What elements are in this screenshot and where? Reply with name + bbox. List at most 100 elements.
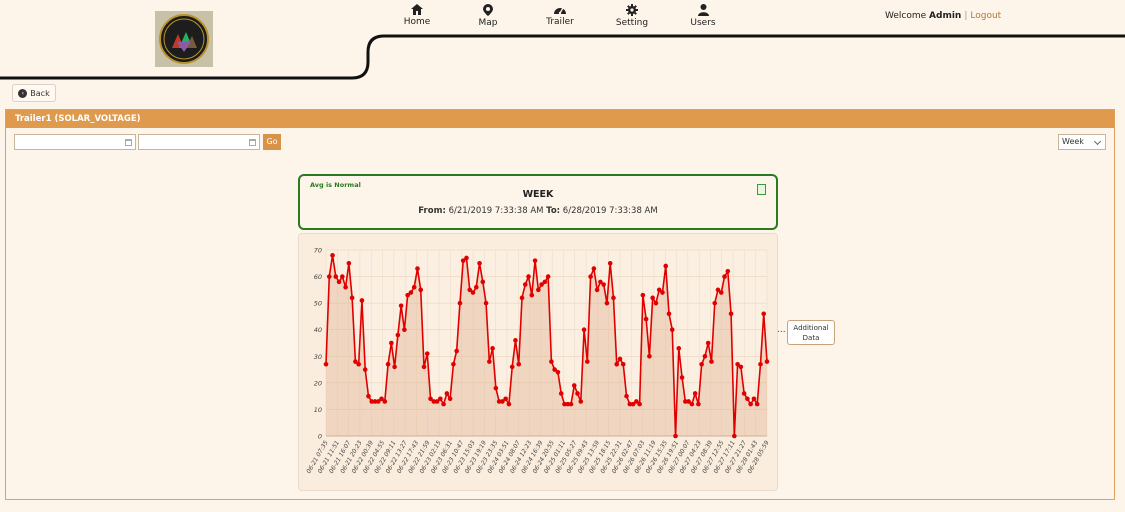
data-point[interactable] (718, 290, 724, 295)
data-point[interactable] (470, 290, 476, 295)
data-point[interactable] (581, 327, 587, 333)
data-point[interactable] (500, 399, 505, 404)
data-point[interactable] (562, 401, 567, 407)
data-point[interactable] (428, 396, 433, 402)
data-point[interactable] (624, 393, 629, 399)
data-point[interactable] (601, 282, 606, 287)
data-point[interactable] (431, 399, 437, 404)
data-point[interactable] (326, 274, 332, 279)
data-point[interactable] (457, 300, 463, 306)
data-point[interactable] (647, 353, 652, 359)
nav-trailer[interactable]: Trailer (535, 4, 585, 27)
data-point[interactable] (536, 287, 541, 293)
data-point[interactable] (516, 361, 522, 367)
data-point[interactable] (669, 327, 675, 333)
data-point[interactable] (679, 375, 685, 380)
data-point[interactable] (643, 316, 649, 322)
data-point[interactable] (709, 359, 714, 364)
data-point[interactable] (705, 340, 711, 346)
data-point[interactable] (751, 396, 757, 402)
data-point[interactable] (758, 361, 763, 367)
data-point[interactable] (375, 399, 381, 404)
data-point[interactable] (402, 327, 407, 333)
data-point[interactable] (555, 369, 561, 375)
data-point[interactable] (340, 274, 345, 279)
data-point[interactable] (607, 260, 613, 266)
data-point[interactable] (617, 356, 623, 362)
data-point[interactable] (575, 391, 580, 396)
data-point[interactable] (496, 399, 502, 404)
data-point[interactable] (395, 332, 401, 338)
data-point[interactable] (389, 340, 394, 346)
data-point[interactable] (627, 401, 633, 407)
data-point[interactable] (598, 279, 603, 285)
end-date-input[interactable] (138, 134, 260, 150)
data-point[interactable] (594, 287, 600, 293)
data-point[interactable] (611, 295, 616, 301)
data-point[interactable] (473, 284, 479, 290)
data-point[interactable] (663, 263, 669, 269)
back-button[interactable]: ‹ Back (12, 84, 56, 102)
data-point[interactable] (434, 399, 440, 404)
data-point[interactable] (333, 274, 339, 279)
data-point[interactable] (356, 361, 361, 367)
data-point[interactable] (539, 282, 544, 287)
data-point[interactable] (415, 266, 420, 271)
data-point[interactable] (490, 346, 495, 351)
data-point[interactable] (732, 433, 737, 439)
data-point[interactable] (447, 396, 453, 402)
data-point[interactable] (418, 287, 424, 293)
excel-export-icon[interactable] (757, 184, 766, 195)
data-point[interactable] (558, 391, 564, 396)
data-point[interactable] (509, 364, 515, 370)
data-point[interactable] (585, 359, 590, 364)
data-point[interactable] (343, 284, 348, 290)
data-point[interactable] (588, 274, 593, 279)
data-point[interactable] (630, 401, 636, 407)
data-point[interactable] (398, 303, 404, 309)
data-point[interactable] (715, 287, 721, 293)
data-point[interactable] (487, 359, 492, 364)
nav-home[interactable]: Home (392, 4, 442, 27)
data-point[interactable] (702, 353, 708, 359)
data-point[interactable] (637, 401, 642, 407)
data-point[interactable] (673, 433, 678, 439)
data-point[interactable] (372, 399, 378, 404)
data-point[interactable] (614, 361, 620, 367)
nav-users[interactable]: Users (678, 4, 728, 28)
data-point[interactable] (728, 311, 734, 317)
nav-map[interactable]: Map (463, 4, 513, 28)
data-point[interactable] (513, 338, 518, 343)
data-point[interactable] (676, 346, 682, 351)
data-point[interactable] (506, 401, 512, 407)
start-date-input[interactable] (14, 134, 136, 150)
data-point[interactable] (379, 396, 384, 402)
data-point[interactable] (686, 399, 691, 404)
data-point[interactable] (385, 361, 391, 367)
data-point[interactable] (405, 292, 410, 298)
data-point[interactable] (493, 385, 499, 391)
data-point[interactable] (552, 367, 557, 372)
data-point[interactable] (745, 396, 750, 402)
data-point[interactable] (620, 361, 626, 367)
data-point[interactable] (532, 258, 538, 263)
data-point[interactable] (408, 290, 414, 295)
data-point[interactable] (725, 268, 731, 274)
data-point[interactable] (565, 401, 571, 407)
data-point[interactable] (441, 401, 446, 407)
data-point[interactable] (362, 367, 368, 372)
data-point[interactable] (438, 396, 443, 402)
data-point[interactable] (460, 258, 466, 263)
data-point[interactable] (656, 287, 662, 293)
data-point[interactable] (640, 292, 646, 298)
data-point[interactable] (477, 260, 482, 266)
data-point[interactable] (519, 295, 525, 301)
data-point[interactable] (542, 279, 548, 285)
data-point[interactable] (366, 393, 371, 399)
logout-link[interactable]: Logout (970, 11, 1002, 21)
data-point[interactable] (421, 364, 427, 370)
data-point[interactable] (522, 282, 528, 287)
data-point[interactable] (349, 295, 355, 301)
data-point[interactable] (699, 361, 704, 367)
calendar-icon[interactable] (249, 139, 256, 146)
